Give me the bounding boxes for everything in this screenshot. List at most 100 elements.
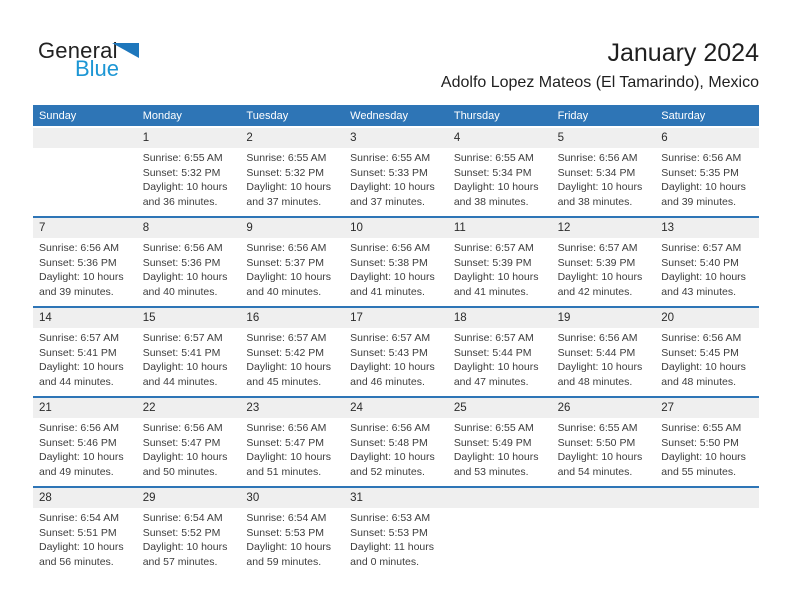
day-cell: Sunrise: 6:56 AM Sunset: 5:36 PM Daylight:…: [137, 238, 241, 306]
day-cell: Sunrise: 6:57 AM Sunset: 5:44 PM Daylight:…: [448, 328, 552, 396]
daylight-text-line2: and 53 minutes.: [453, 465, 529, 478]
day-cell: Sunrise: 6:57 AM Sunset: 5:39 PM Daylight:…: [448, 238, 552, 306]
sunset-text: Sunset: 5:35 PM: [661, 166, 739, 179]
daylight-text-line1: Daylight: 10 hours: [557, 451, 643, 463]
sunrise-text: Sunrise: 6:55 AM: [661, 422, 742, 434]
daylight-text-line1: Daylight: 10 hours: [39, 361, 124, 373]
sunset-text: Sunset: 5:44 PM: [557, 346, 636, 359]
day-body-band: Sunrise: 6:57 AM Sunset: 5:41 PM Daylight:…: [33, 328, 759, 396]
day-cell: [655, 508, 759, 576]
sunset-text: Sunset: 5:36 PM: [142, 256, 221, 269]
sunset-text: Sunset: 5:51 PM: [39, 526, 117, 539]
daylight-text-line1: Daylight: 10 hours: [246, 271, 332, 283]
day-cell: [448, 508, 552, 576]
sunrise-text: Sunrise: 6:57 AM: [246, 332, 327, 344]
day-cell: Sunrise: 6:57 AM Sunset: 5:41 PM Daylight:…: [137, 328, 241, 396]
daylight-text-line2: and 55 minutes.: [661, 465, 736, 478]
sunset-text: Sunset: 5:53 PM: [246, 526, 325, 539]
day-number: 30: [246, 492, 260, 504]
sunset-text: Sunset: 5:52 PM: [142, 526, 221, 539]
daylight-text-line2: and 41 minutes.: [350, 285, 425, 298]
week-row: 1 2 3 4 5 6 Sunrise: 6:55 AM Sunset: 5:32 PM Da…: [33, 126, 759, 216]
day-number: 19: [557, 312, 571, 324]
sunset-text: Sunset: 5:34 PM: [557, 166, 636, 179]
sunset-text: Sunset: 5:33 PM: [350, 166, 428, 179]
sunrise-text: Sunrise: 6:56 AM: [661, 152, 742, 164]
title-block: January 2024 Adolfo Lopez Mateos (El Tam…: [441, 40, 759, 92]
daylight-text-line2: and 39 minutes.: [661, 195, 736, 208]
daylight-text-line1: Daylight: 10 hours: [246, 361, 332, 373]
daylight-text-line2: and 46 minutes.: [350, 375, 425, 388]
daylight-text-line2: and 50 minutes.: [142, 465, 218, 478]
daylight-text-line2: and 0 minutes.: [350, 555, 420, 568]
daylight-text-line1: Daylight: 10 hours: [142, 451, 228, 463]
logo-word-general: General: [38, 38, 118, 63]
day-cell: Sunrise: 6:55 AM Sunset: 5:33 PM Daylight:…: [344, 148, 448, 216]
daylight-text-line2: and 47 minutes.: [453, 375, 529, 388]
daylight-text-line1: Daylight: 10 hours: [350, 181, 435, 193]
sunrise-text: Sunrise: 6:57 AM: [453, 332, 534, 344]
sunset-text: Sunset: 5:50 PM: [557, 436, 636, 449]
day-number: 18: [453, 312, 467, 324]
day-number-band: 21 22 23 24 25 26 27: [33, 398, 759, 418]
day-cell: Sunrise: 6:57 AM Sunset: 5:39 PM Daylight:…: [552, 238, 656, 306]
day-number: 17: [350, 312, 363, 324]
daylight-text-line2: and 44 minutes.: [39, 375, 114, 388]
daylight-text-line2: and 37 minutes.: [246, 195, 322, 208]
daylight-text-line2: and 54 minutes.: [557, 465, 633, 478]
daylight-text-line2: and 45 minutes.: [246, 375, 322, 388]
daylight-text-line1: Daylight: 10 hours: [142, 541, 228, 553]
day-cell: [552, 508, 656, 576]
day-cell: Sunrise: 6:56 AM Sunset: 5:34 PM Daylight:…: [552, 148, 656, 216]
sunset-text: Sunset: 5:47 PM: [142, 436, 221, 449]
day-number: 8: [142, 222, 150, 234]
day-number: 21: [39, 402, 52, 414]
day-number: 20: [661, 312, 675, 324]
daylight-text-line1: Daylight: 10 hours: [557, 181, 643, 193]
daylight-text-line2: and 37 minutes.: [350, 195, 425, 208]
day-cell: Sunrise: 6:56 AM Sunset: 5:44 PM Daylight:…: [552, 328, 656, 396]
daylight-text-line1: Daylight: 10 hours: [39, 541, 124, 553]
sunrise-text: Sunrise: 6:56 AM: [557, 152, 638, 164]
week-row: 14 15 16 17 18 19 20 Sunrise: 6:57 AM Sunset: 5…: [33, 306, 759, 396]
sunset-text: Sunset: 5:46 PM: [39, 436, 117, 449]
day-number: 3: [350, 132, 357, 144]
day-body-band: Sunrise: 6:55 AM Sunset: 5:32 PM Daylight:…: [33, 148, 759, 216]
daylight-text-line2: and 52 minutes.: [350, 465, 425, 478]
sunrise-text: Sunrise: 6:57 AM: [661, 242, 742, 254]
day-cell: Sunrise: 6:56 AM Sunset: 5:35 PM Daylight:…: [655, 148, 759, 216]
daylight-text-line2: and 38 minutes.: [453, 195, 529, 208]
daylight-text-line1: Daylight: 10 hours: [453, 271, 539, 283]
day-cell: Sunrise: 6:55 AM Sunset: 5:50 PM Daylight:…: [655, 418, 759, 486]
sunset-text: Sunset: 5:42 PM: [246, 346, 325, 359]
day-number: 22: [142, 402, 156, 414]
sunrise-text: Sunrise: 6:57 AM: [557, 242, 638, 254]
daylight-text-line1: Daylight: 10 hours: [661, 271, 746, 283]
day-cell: Sunrise: 6:57 AM Sunset: 5:42 PM Daylight:…: [240, 328, 344, 396]
day-cell: Sunrise: 6:54 AM Sunset: 5:53 PM Daylight:…: [240, 508, 344, 576]
daylight-text-line1: Daylight: 10 hours: [557, 271, 643, 283]
day-number: [655, 488, 759, 508]
day-number: 24: [350, 402, 363, 414]
day-number: 15: [142, 312, 156, 324]
daylight-text-line2: and 44 minutes.: [142, 375, 218, 388]
sunrise-text: Sunrise: 6:55 AM: [453, 422, 534, 434]
sunrise-text: Sunrise: 6:56 AM: [39, 422, 119, 434]
daylight-text-line2: and 49 minutes.: [39, 465, 114, 478]
daylight-text-line1: Daylight: 10 hours: [246, 181, 332, 193]
daylight-text-line1: Daylight: 10 hours: [39, 451, 124, 463]
sunrise-text: Sunrise: 6:56 AM: [39, 242, 119, 254]
day-cell: Sunrise: 6:56 AM Sunset: 5:47 PM Daylight:…: [240, 418, 344, 486]
sunset-text: Sunset: 5:48 PM: [350, 436, 428, 449]
day-cell: Sunrise: 6:55 AM Sunset: 5:49 PM Daylight:…: [448, 418, 552, 486]
daylight-text-line2: and 56 minutes.: [39, 555, 114, 568]
daylight-text-line2: and 41 minutes.: [453, 285, 529, 298]
daylight-text-line1: Daylight: 10 hours: [453, 361, 539, 373]
day-number: 4: [453, 132, 461, 144]
day-cell: Sunrise: 6:57 AM Sunset: 5:41 PM Daylight:…: [33, 328, 137, 396]
day-number: 11: [453, 222, 466, 234]
month-title: January 2024: [607, 39, 759, 67]
sunrise-text: Sunrise: 6:55 AM: [453, 152, 534, 164]
sunrise-text: Sunrise: 6:56 AM: [142, 242, 223, 254]
